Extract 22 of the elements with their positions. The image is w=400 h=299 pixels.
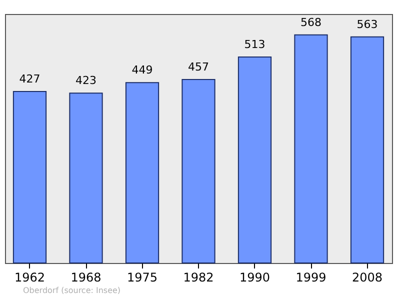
data-label: 423 [76, 74, 96, 88]
bar [182, 78, 216, 264]
data-label: 563 [356, 18, 378, 31]
bar [238, 56, 272, 264]
bar [350, 36, 384, 264]
x-tick-label: 1968 [70, 270, 102, 284]
x-tick-label: 1999 [296, 270, 326, 284]
data-label: 457 [188, 60, 209, 74]
data-label: 449 [132, 64, 153, 77]
text: Oberdorf (source: Insee) [23, 286, 121, 295]
data-label: 427 [19, 72, 40, 86]
x-tick-label: 1962 [14, 270, 46, 284]
bar [12, 91, 47, 264]
x-tick-label: 1975 [126, 270, 158, 284]
data-label: 568 [300, 16, 322, 29]
bar [125, 82, 160, 264]
bar [294, 34, 328, 264]
data-label: 513 [244, 38, 266, 51]
x-tick-label: 1982 [183, 270, 214, 284]
x-tick-label: 1990 [239, 270, 270, 284]
bar [69, 92, 103, 264]
x-tick-label: 2008 [352, 270, 383, 284]
